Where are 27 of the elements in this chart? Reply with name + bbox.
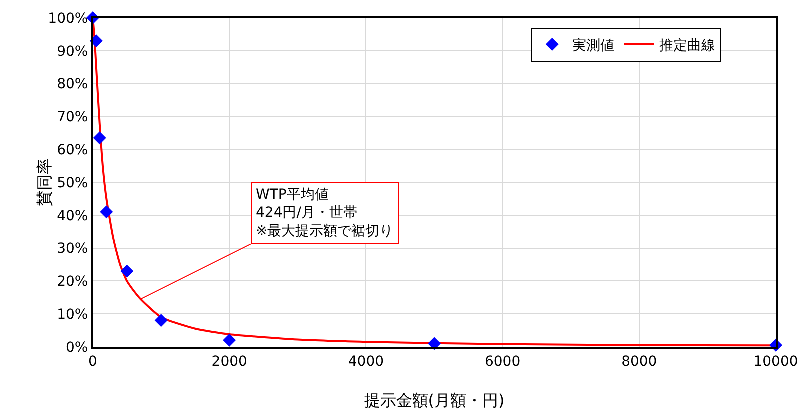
y-tick-label: 50% bbox=[57, 175, 88, 192]
point bbox=[93, 132, 106, 145]
x-axis-title: 提示金額(月額・円) bbox=[364, 391, 505, 410]
y-tick-label: 10% bbox=[57, 307, 88, 323]
legend-label: 実測値 bbox=[572, 38, 614, 54]
x-tick-label: 2000 bbox=[212, 354, 248, 370]
x-tick-label: 8000 bbox=[622, 354, 658, 370]
annotation: WTP平均値 424円/月・世帯 ※最大提示額で裾切り bbox=[256, 187, 394, 240]
y-tick-label: 0% bbox=[66, 340, 88, 356]
x-tick-label: 0 bbox=[88, 354, 98, 370]
y-tick-label: 70% bbox=[57, 110, 88, 126]
y-tick-label: 60% bbox=[57, 142, 88, 158]
y-tick-label: 80% bbox=[57, 76, 88, 93]
y-tick-label: 90% bbox=[57, 44, 88, 60]
x-tick-label: 4000 bbox=[348, 354, 384, 370]
point bbox=[154, 314, 168, 328]
x-tick-label: 6000 bbox=[484, 354, 521, 370]
x-tick-label: 10000 bbox=[754, 354, 798, 370]
y-tick-label: 30% bbox=[57, 241, 88, 258]
y-tick-label: 20% bbox=[57, 274, 88, 290]
point bbox=[100, 206, 114, 219]
y-axis-title: 賛同率 bbox=[35, 158, 54, 206]
legend-label: 推定曲線 bbox=[659, 38, 716, 54]
point bbox=[120, 264, 134, 278]
y-tick-label: 40% bbox=[57, 208, 88, 224]
y-tick-label: 100% bbox=[48, 10, 88, 27]
point bbox=[223, 334, 236, 347]
